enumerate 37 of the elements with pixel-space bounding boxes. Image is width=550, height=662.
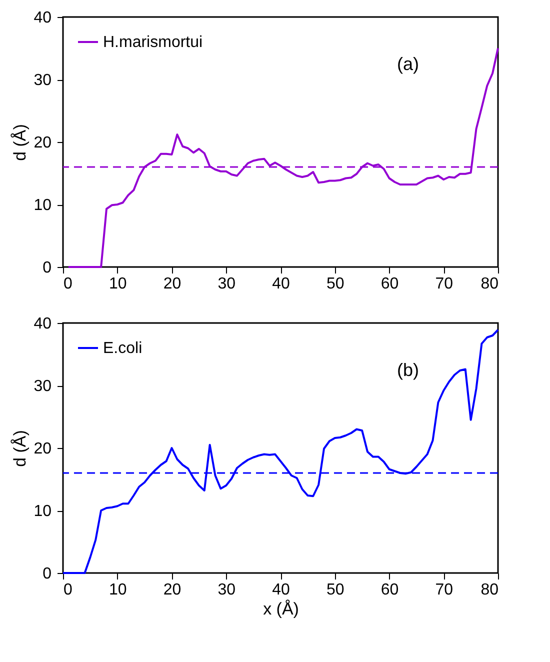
annotation: (a) <box>397 54 419 74</box>
y-tick-label: 20 <box>34 134 52 152</box>
x-tick-label: 10 <box>108 276 127 292</box>
x-tick-label: 70 <box>435 276 454 292</box>
x-tick-label: 50 <box>326 582 344 598</box>
x-tick-label: 30 <box>218 582 236 598</box>
y-tick-label: 30 <box>34 72 52 89</box>
x-tick-label: 20 <box>163 582 182 598</box>
legend-label: E.coli <box>103 340 142 357</box>
x-tick-label: 30 <box>218 276 236 292</box>
x-tick-label: 0 <box>64 582 72 598</box>
y-tick-label: 20 <box>34 440 52 458</box>
line-series <box>62 328 499 574</box>
x-tick-label: 0 <box>64 276 72 292</box>
y-tick-label: 10 <box>34 197 52 214</box>
x-tick-label: 10 <box>108 582 127 598</box>
x-axis-title: x (Å) <box>263 600 299 618</box>
y-axis-title: d (Å) <box>10 124 30 161</box>
x-tick-label: 40 <box>272 276 290 292</box>
legend-label: H.marismortui <box>103 34 203 51</box>
y-tick-label: 40 <box>34 316 52 332</box>
x-tick-label: 40 <box>272 582 290 598</box>
y-tick-label: 10 <box>34 503 52 520</box>
annotation: (b) <box>397 360 419 380</box>
x-tick-label: 60 <box>380 276 399 292</box>
x-tick-label: 50 <box>326 276 344 292</box>
x-tick-label: 70 <box>435 582 454 598</box>
y-axis-title: d (Å) <box>10 430 30 467</box>
y-tick-label: 40 <box>34 10 52 26</box>
y-tick-label: 0 <box>42 566 52 582</box>
x-tick-label: 60 <box>380 582 399 598</box>
x-tick-label: 80 <box>480 582 499 598</box>
x-tick-label: 80 <box>480 276 499 292</box>
x-tick-label: 20 <box>163 276 182 292</box>
line-series <box>67 47 499 268</box>
y-tick-label: 0 <box>42 260 52 276</box>
y-tick-label: 30 <box>34 378 52 395</box>
